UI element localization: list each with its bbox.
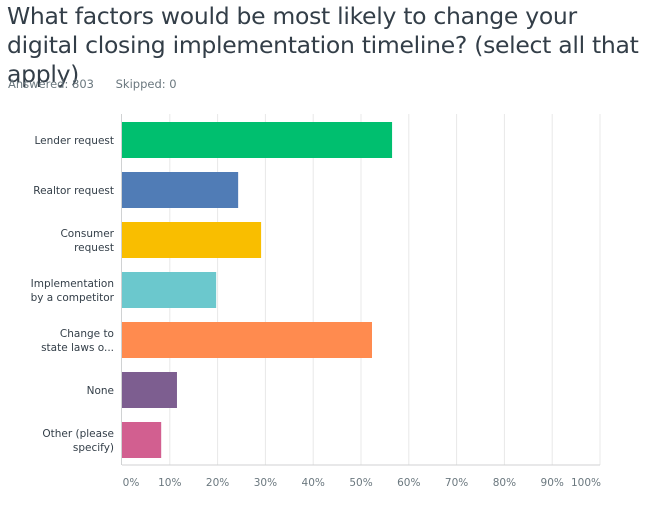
category-label: request: [74, 242, 114, 254]
bar[interactable]: [122, 222, 262, 258]
bar[interactable]: [122, 422, 162, 458]
bar[interactable]: [122, 122, 393, 158]
category-labels: Lender request Realtor request Consumer req…: [31, 135, 115, 454]
category-label: Change to: [60, 328, 114, 340]
bars: [122, 122, 393, 458]
tick-label: 20%: [206, 477, 229, 489]
tick-label: 0%: [123, 477, 140, 489]
tick-label: 60%: [397, 477, 420, 489]
answered-count: Answered: 803: [8, 77, 94, 91]
bar[interactable]: [122, 322, 372, 358]
category-label: Implementation: [31, 278, 114, 290]
tick-label: 70%: [445, 477, 468, 489]
category-label: Lender request: [35, 135, 114, 147]
tick-label: 30%: [254, 477, 277, 489]
tick-label: 40%: [302, 477, 325, 489]
category-label: Realtor request: [33, 185, 114, 197]
bar[interactable]: [122, 372, 177, 408]
bar[interactable]: [122, 172, 239, 208]
category-label: Other (please: [42, 428, 114, 440]
category-label: None: [87, 385, 114, 397]
category-label: Consumer: [60, 228, 114, 240]
category-label: by a competitor: [31, 292, 115, 304]
tick-label: 90%: [541, 477, 564, 489]
category-label: state laws o...: [41, 342, 114, 354]
gridlines: [169, 114, 601, 465]
question-title: What factors would be most likely to cha…: [7, 2, 639, 88]
skipped-count: Skipped: 0: [115, 77, 177, 91]
bar[interactable]: [122, 272, 217, 308]
tick-label: 80%: [493, 477, 516, 489]
tick-label: 50%: [349, 477, 372, 489]
tick-label: 100%: [571, 477, 601, 489]
response-stats: Answered: 803 Skipped: 0: [8, 77, 195, 91]
tick-labels: 0% 10% 20% 30% 40% 50% 60% 70% 80% 90% 100%: [123, 477, 601, 489]
category-label: specify): [73, 442, 114, 454]
tick-label: 10%: [158, 477, 181, 489]
